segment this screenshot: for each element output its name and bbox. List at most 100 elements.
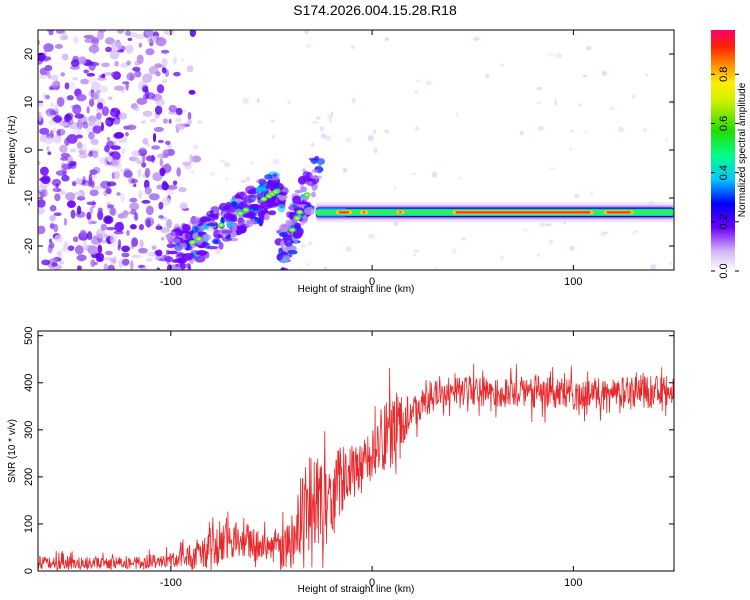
band-blob: [311, 169, 319, 174]
noise-blob: [65, 112, 74, 121]
noise-blob: [118, 258, 124, 269]
noise-blob: [133, 105, 140, 112]
band-blob: [166, 243, 175, 249]
noise-blob: [39, 134, 47, 143]
speckle: [535, 101, 542, 104]
band-blob: [304, 207, 315, 216]
speckle: [287, 101, 291, 104]
noise-blob: [101, 62, 110, 68]
tone-core-peak: [338, 211, 349, 214]
noise-blob: [126, 72, 136, 81]
band-blob: [258, 178, 267, 186]
spectrogram-y-ticks: 20 10 0 -10 -20: [23, 48, 674, 254]
band-blob: [179, 262, 186, 270]
noise-blob: [53, 186, 58, 193]
noise-blob: [189, 30, 196, 38]
noise-blob: [186, 65, 194, 73]
noise-blob: [92, 150, 99, 159]
spectrogram-x-label: Height of straight line (km): [298, 284, 415, 295]
noise-blob: [162, 118, 168, 124]
spectrogram-xtick-label: 100: [564, 276, 582, 288]
noise-blob: [157, 139, 164, 144]
speckle: [190, 170, 194, 175]
band-blob: [181, 223, 187, 228]
noise-blob: [121, 252, 130, 258]
noise-blob: [103, 215, 114, 225]
noise-blob: [125, 44, 134, 54]
speckle: [324, 135, 332, 142]
noise-blob: [137, 168, 142, 178]
band-blob: [213, 210, 218, 215]
noise-blob: [109, 49, 120, 60]
noise-blob: [111, 71, 118, 78]
noise-blob: [187, 119, 193, 125]
noise-blob: [126, 230, 130, 236]
noise-blob: [138, 223, 144, 231]
band-blob: [287, 249, 298, 255]
figure-title: S174.2026.004.15.28.R18: [293, 2, 457, 18]
speckle: [413, 252, 416, 257]
noise-blob: [98, 85, 109, 93]
colorbar-ticks: 0.0 0.2 0.4 0.6 0.8: [711, 67, 739, 279]
band-blob: [236, 191, 245, 199]
noise-blob: [82, 121, 89, 129]
band-blob: [288, 204, 300, 211]
band-blob: [245, 185, 256, 195]
band-blob: [245, 220, 254, 228]
noise-blob: [89, 189, 99, 197]
speckle: [452, 248, 457, 255]
speckle: [210, 172, 216, 177]
band-blob: [267, 210, 277, 216]
noise-blob: [61, 53, 69, 61]
noise-blob: [136, 97, 148, 105]
noise-blob: [38, 40, 41, 45]
band-blob: [292, 230, 303, 239]
band-blob: [226, 221, 235, 228]
noise-blob: [145, 257, 153, 263]
band-blob: [164, 256, 174, 262]
band-blob: [189, 216, 202, 226]
noise-blob: [165, 140, 171, 146]
band-blob: [285, 218, 297, 225]
band-blob: [167, 250, 178, 255]
noise-blob: [72, 77, 79, 81]
noise-blob: [162, 78, 168, 84]
noise-blob: [174, 123, 186, 131]
noise-blob: [97, 210, 104, 221]
noise-blob: [39, 127, 50, 135]
spectrogram-xtick-label: 0: [369, 276, 375, 288]
noise-blob: [129, 260, 134, 270]
band-blob: [297, 176, 307, 185]
noise-blob: [74, 191, 83, 196]
noise-blob: [116, 192, 121, 196]
noise-blob: [86, 106, 90, 114]
noise-blob: [71, 180, 77, 187]
band-blob: [292, 195, 302, 204]
noise-blob: [88, 45, 100, 53]
band-blob: [279, 232, 288, 238]
band-blob: [259, 202, 265, 211]
speckle: [540, 222, 545, 228]
noise-blob: [97, 30, 105, 40]
speckle: [522, 228, 528, 233]
noise-blob: [166, 184, 178, 190]
noise-blob: [69, 65, 80, 70]
band-blob: [288, 212, 295, 217]
noise-blob: [143, 179, 150, 190]
noise-blob: [113, 230, 124, 235]
speckle: [668, 261, 673, 266]
band-blob: [182, 253, 194, 261]
speckle: [645, 74, 649, 77]
colorbar: 0.0 0.2 0.4 0.6 0.8 Normalized spectral ampl…: [711, 30, 748, 279]
noise-blob: [100, 223, 107, 231]
speckle: [297, 267, 301, 270]
noise-blob: [70, 59, 80, 67]
noise-blob: [78, 149, 87, 155]
speckle: [609, 106, 616, 111]
noise-blob: [156, 267, 160, 270]
band-blob: [230, 201, 238, 207]
noise-blob: [156, 223, 161, 230]
noise-blob: [167, 111, 178, 115]
noise-blob: [41, 259, 51, 266]
